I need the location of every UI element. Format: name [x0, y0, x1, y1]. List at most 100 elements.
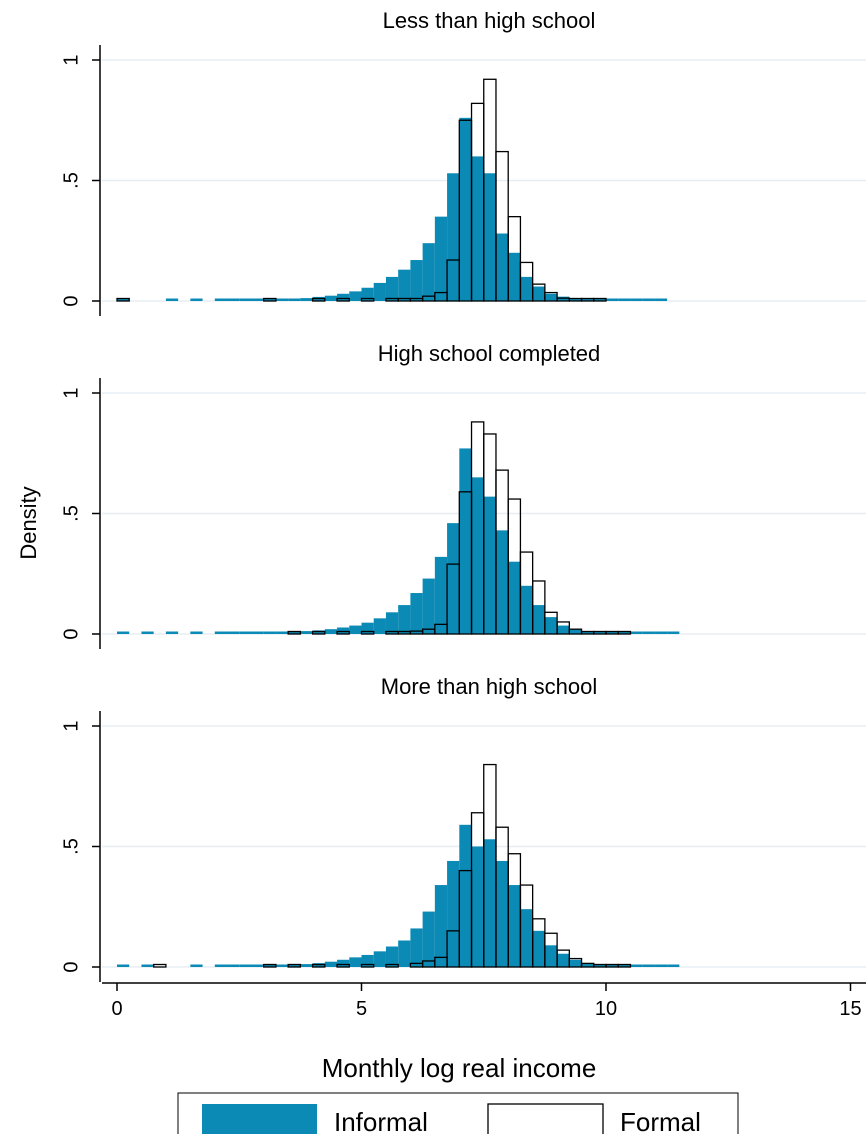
legend-label-formal: Formal	[620, 1107, 701, 1134]
panel-3: More than high school 0 .5 1	[60, 674, 866, 982]
informal-bar	[606, 631, 619, 634]
formal-bar	[532, 580, 546, 635]
informal-bar	[581, 963, 594, 967]
formal-bar	[153, 963, 167, 968]
informal-bar	[532, 930, 545, 967]
informal-bar	[373, 282, 386, 301]
informal-bar	[141, 631, 154, 634]
x-axis-title: Monthly log real income	[322, 1053, 597, 1083]
formal-bar	[336, 630, 350, 635]
informal-bar	[593, 964, 606, 967]
informal-bar	[300, 964, 313, 967]
informal-bar	[141, 964, 154, 967]
informal-bar	[630, 964, 643, 967]
informal-bar	[581, 298, 594, 301]
informal-bar	[667, 631, 680, 634]
informal-bar	[557, 296, 570, 301]
legend-swatch-informal	[202, 1104, 317, 1134]
informal-bar	[654, 964, 668, 967]
informal-bar	[483, 173, 496, 301]
panel-title: High school completed	[378, 341, 601, 366]
informal-bar	[214, 631, 228, 634]
informal-bar	[324, 961, 338, 967]
informal-bar	[349, 291, 362, 301]
formal-bar	[360, 297, 375, 302]
informal-bar	[373, 618, 386, 634]
x-axis: 0 5 10 15	[102, 982, 866, 1020]
informal-bar	[434, 885, 448, 967]
informal-bar	[117, 298, 130, 301]
informal-bar	[214, 298, 228, 301]
informal-bar	[471, 477, 484, 634]
series-formal	[287, 421, 632, 635]
informal-bar	[618, 964, 631, 967]
informal-bar	[434, 216, 448, 301]
y-tick-label: 1	[60, 387, 82, 398]
informal-bar	[422, 243, 435, 301]
formal-bar	[311, 630, 326, 635]
formal-bar	[311, 963, 326, 968]
informal-bar	[165, 631, 179, 634]
formal-bar	[593, 297, 607, 302]
informal-bar	[117, 964, 130, 967]
informal-bar	[569, 298, 582, 301]
informal-bar	[117, 631, 130, 634]
informal-bar	[361, 954, 374, 967]
series-informal	[117, 824, 680, 967]
informal-bar	[275, 964, 289, 967]
informal-bar	[312, 630, 325, 634]
y-tick-label: .5	[60, 172, 82, 189]
informal-bar	[532, 605, 545, 634]
y-axis-title: Density	[16, 486, 41, 559]
informal-bar	[447, 860, 460, 967]
informal-bar	[508, 885, 521, 967]
informal-bar	[483, 496, 496, 634]
y-tick-label: .5	[60, 838, 82, 855]
formal-bar	[287, 963, 302, 968]
informal-bar	[251, 298, 264, 301]
panel-title: More than high school	[381, 674, 597, 699]
informal-bar	[434, 556, 448, 634]
formal-bar	[336, 963, 350, 968]
informal-bar	[263, 298, 276, 301]
informal-bar	[569, 629, 582, 634]
informal-bar	[349, 625, 362, 634]
formal-bar	[311, 297, 326, 302]
informal-bar	[459, 117, 472, 301]
legend: Informal Formal	[177, 1092, 739, 1134]
informal-bar	[606, 298, 619, 301]
informal-bar	[263, 631, 276, 634]
legend-swatch-formal	[487, 1103, 604, 1134]
informal-bar	[532, 286, 545, 301]
legend-label-informal: Informal	[334, 1107, 428, 1134]
informal-bar	[361, 287, 374, 301]
informal-bar	[459, 824, 472, 967]
informal-bar	[227, 298, 240, 301]
informal-bar	[593, 631, 606, 634]
informal-bar	[349, 957, 362, 967]
informal-bar	[618, 631, 631, 634]
x-tick-label: 15	[839, 998, 861, 1020]
informal-bar	[275, 298, 289, 301]
informal-bar	[251, 631, 264, 634]
formal-bar	[263, 963, 277, 968]
informal-bar	[618, 298, 631, 301]
formal-bar	[360, 630, 375, 635]
informal-bar	[385, 946, 399, 967]
informal-bar	[642, 631, 655, 634]
formal-bar	[544, 291, 558, 302]
informal-bar	[385, 612, 399, 634]
informal-bar	[520, 585, 533, 634]
informal-bar	[544, 617, 558, 634]
informal-bar	[642, 964, 655, 967]
informal-bar	[275, 631, 289, 634]
informal-bar	[410, 260, 423, 301]
informal-bar	[288, 298, 301, 301]
informal-bar	[373, 951, 386, 967]
informal-bar	[288, 631, 301, 634]
x-tick-label: 0	[111, 998, 122, 1020]
informal-bar	[569, 959, 582, 967]
formal-bar	[507, 215, 522, 302]
informal-bar	[557, 625, 570, 634]
informal-bar	[410, 593, 423, 634]
